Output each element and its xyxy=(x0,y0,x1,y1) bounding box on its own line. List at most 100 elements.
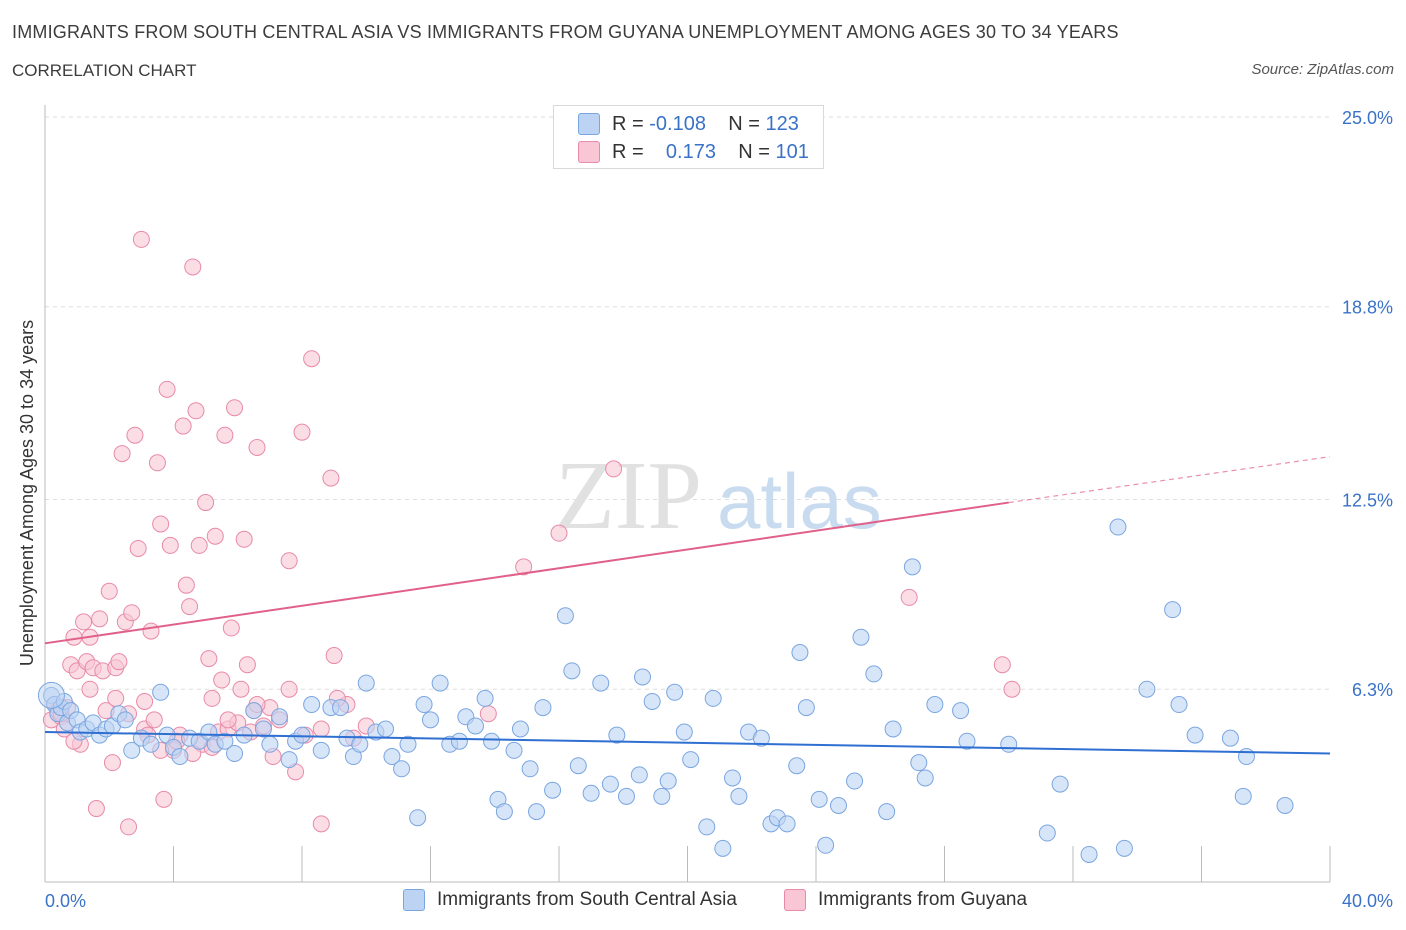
data-point-south-central-asia xyxy=(271,708,289,726)
data-point-south-central-asia xyxy=(592,674,610,692)
data-point-guyana xyxy=(280,680,298,698)
data-point-south-central-asia xyxy=(926,696,944,714)
data-point-guyana xyxy=(100,582,118,600)
data-point-guyana xyxy=(161,536,179,554)
axis-labels: 6.3% 12.5% 18.8% 25.0% 0.0% 40.0% xyxy=(45,108,1393,911)
data-point-south-central-asia xyxy=(852,628,870,646)
data-point-guyana xyxy=(219,711,237,729)
axes xyxy=(44,105,1331,883)
data-point-south-central-asia xyxy=(556,607,574,625)
data-point-guyana xyxy=(515,558,533,576)
data-point-guyana xyxy=(120,818,138,836)
data-point-guyana xyxy=(303,350,321,368)
y-tick-label: 12.5% xyxy=(1342,491,1393,511)
data-point-south-central-asia xyxy=(495,803,513,821)
data-point-south-central-asia xyxy=(788,757,806,775)
data-point-guyana xyxy=(322,469,340,487)
data-point-south-central-asia xyxy=(544,781,562,799)
data-point-south-central-asia xyxy=(643,692,661,710)
data-point-guyana xyxy=(91,610,109,628)
data-point-south-central-asia xyxy=(958,732,976,750)
watermark-atlas: atlas xyxy=(717,457,882,545)
legend-item-guyana[interactable]: Immigrants from Guyana xyxy=(784,889,1027,911)
data-point-south-central-asia xyxy=(142,735,160,753)
data-point-south-central-asia xyxy=(534,699,552,717)
data-point-south-central-asia xyxy=(829,797,847,814)
r-value: -0.108 xyxy=(649,112,706,135)
data-point-south-central-asia xyxy=(1276,797,1294,814)
data-point-guyana xyxy=(248,438,266,456)
watermark-zip: ZIP xyxy=(555,442,702,550)
data-point-south-central-asia xyxy=(1237,748,1255,766)
data-point-south-central-asia xyxy=(116,711,134,729)
data-point-south-central-asia xyxy=(1138,680,1156,698)
data-point-south-central-asia xyxy=(1080,845,1098,863)
data-point-south-central-asia xyxy=(1170,696,1188,714)
data-point-south-central-asia xyxy=(1221,729,1239,747)
data-point-guyana xyxy=(158,380,176,398)
data-point-south-central-asia xyxy=(422,711,439,729)
data-point-south-central-asia xyxy=(1234,787,1252,805)
data-point-south-central-asia xyxy=(399,735,417,753)
series1-swatch xyxy=(578,113,600,135)
data-point-south-central-asia xyxy=(1186,726,1204,744)
data-point-south-central-asia xyxy=(601,775,619,793)
data-point-south-central-asia xyxy=(303,696,321,714)
data-point-south-central-asia xyxy=(730,787,748,805)
data-point-guyana xyxy=(123,604,141,622)
series2-swatch xyxy=(578,141,600,163)
data-point-south-central-asia xyxy=(216,732,234,750)
data-point-guyana xyxy=(136,692,154,710)
data-point-guyana xyxy=(213,671,231,689)
data-point-south-central-asia xyxy=(659,772,677,790)
data-point-south-central-asia xyxy=(450,732,468,750)
data-point-south-central-asia xyxy=(698,818,716,836)
data-point-south-central-asia xyxy=(409,809,427,827)
data-point-south-central-asia xyxy=(152,683,170,701)
data-point-guyana xyxy=(235,530,253,548)
x-tick-label: 0.0% xyxy=(45,891,86,911)
series2-swatch xyxy=(784,889,806,911)
data-point-south-central-asia xyxy=(952,702,970,720)
data-point-south-central-asia xyxy=(903,558,921,576)
data-point-guyana xyxy=(129,539,147,557)
r-label: R = xyxy=(612,112,644,135)
data-point-guyana xyxy=(107,689,125,707)
trend-line-south-central-asia xyxy=(44,731,1331,755)
data-point-south-central-asia xyxy=(1164,601,1182,619)
data-point-south-central-asia xyxy=(351,735,369,753)
trend-line-guyana-extrapolated xyxy=(1008,456,1331,504)
data-point-south-central-asia xyxy=(383,748,401,766)
data-point-south-central-asia xyxy=(666,683,684,701)
data-point-guyana xyxy=(132,230,150,248)
data-point-south-central-asia xyxy=(226,744,244,762)
data-point-south-central-asia xyxy=(714,839,732,857)
data-point-south-central-asia xyxy=(878,803,896,821)
data-point-guyana xyxy=(479,705,497,723)
n-value: 101 xyxy=(775,140,809,163)
series-south-central-asia-points[interactable] xyxy=(37,518,1294,863)
r-label: R = xyxy=(612,140,644,163)
data-point-guyana xyxy=(155,790,173,808)
data-point-guyana xyxy=(325,647,343,665)
data-point-guyana xyxy=(184,258,202,276)
data-point-south-central-asia xyxy=(569,757,587,775)
data-point-south-central-asia xyxy=(377,720,395,738)
legend-label: Immigrants from Guyana xyxy=(818,889,1028,910)
data-point-south-central-asia xyxy=(797,699,815,717)
y-tick-label: 6.3% xyxy=(1352,680,1393,700)
n-value: 123 xyxy=(765,112,799,135)
data-point-south-central-asia xyxy=(608,726,626,744)
data-point-guyana xyxy=(81,680,99,698)
data-point-south-central-asia xyxy=(704,689,722,707)
data-point-south-central-asia xyxy=(810,790,828,808)
data-point-south-central-asia xyxy=(563,662,581,680)
data-point-guyana xyxy=(87,800,105,818)
data-point-south-central-asia xyxy=(752,729,770,747)
data-point-guyana xyxy=(65,628,83,646)
data-point-south-central-asia xyxy=(682,751,700,769)
data-point-south-central-asia xyxy=(778,815,796,833)
data-point-guyana xyxy=(238,656,256,674)
legend-item-south-central-asia[interactable]: Immigrants from South Central Asia xyxy=(403,889,737,911)
data-point-guyana xyxy=(181,598,199,616)
